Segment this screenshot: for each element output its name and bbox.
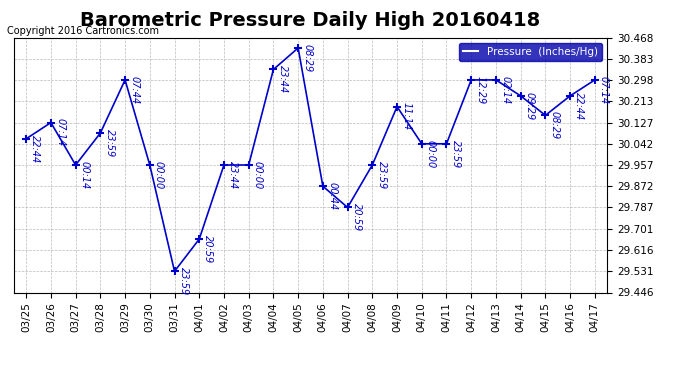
Text: 22:44: 22:44: [574, 92, 584, 120]
Text: 23:59: 23:59: [179, 267, 188, 296]
Text: 23:59: 23:59: [451, 140, 461, 168]
Text: 20:59: 20:59: [352, 203, 362, 231]
Legend: Pressure  (Inches/Hg): Pressure (Inches/Hg): [459, 43, 602, 61]
Text: 00:44: 00:44: [327, 182, 337, 210]
Text: 00:00: 00:00: [154, 161, 164, 189]
Text: 20:59: 20:59: [204, 235, 213, 263]
Text: 00:00: 00:00: [426, 140, 436, 168]
Title: Barometric Pressure Daily High 20160418: Barometric Pressure Daily High 20160418: [80, 11, 541, 30]
Text: 23:59: 23:59: [104, 129, 115, 157]
Text: 23:59: 23:59: [377, 161, 386, 189]
Text: 08:29: 08:29: [549, 111, 560, 140]
Text: 07:14: 07:14: [55, 118, 65, 147]
Text: 12:29: 12:29: [475, 76, 485, 104]
Text: 22:44: 22:44: [30, 135, 40, 163]
Text: 09:29: 09:29: [525, 92, 535, 120]
Text: 08:29: 08:29: [302, 44, 313, 72]
Text: Copyright 2016 Cartronics.com: Copyright 2016 Cartronics.com: [7, 26, 159, 36]
Text: 07:44: 07:44: [129, 76, 139, 104]
Text: 00:00: 00:00: [253, 161, 263, 189]
Text: 02:14: 02:14: [500, 76, 510, 104]
Text: 23:44: 23:44: [228, 161, 238, 189]
Text: 23:44: 23:44: [277, 65, 288, 93]
Text: 07:14: 07:14: [599, 76, 609, 104]
Text: 11:14: 11:14: [401, 102, 411, 131]
Text: 00:14: 00:14: [80, 161, 90, 189]
